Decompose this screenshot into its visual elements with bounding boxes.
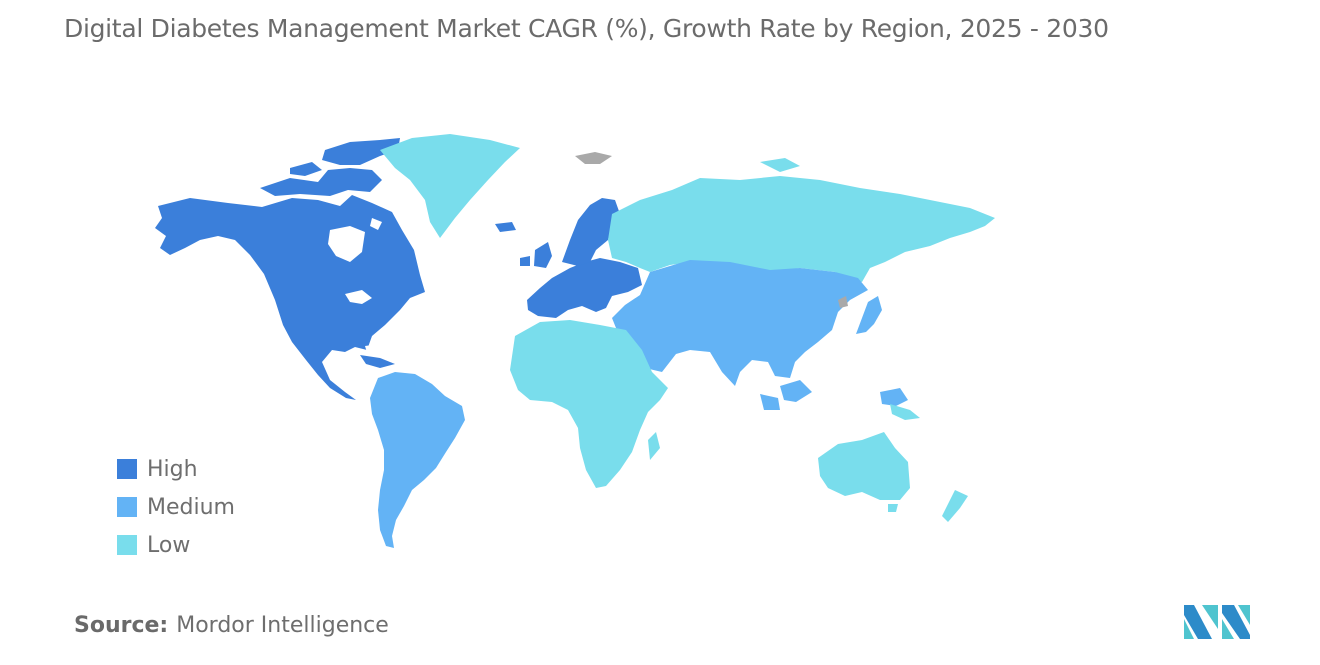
legend-label-high: High: [147, 456, 198, 482]
legend: High Medium Low: [117, 450, 235, 564]
region-africa: [510, 320, 668, 488]
mordor-intelligence-logo-icon: [1184, 605, 1250, 639]
region-greenland: [380, 134, 520, 238]
region-asia-pacific: [612, 260, 908, 410]
legend-label-low: Low: [147, 532, 191, 558]
legend-item-low: Low: [117, 526, 235, 564]
source-value: Mordor Intelligence: [176, 613, 389, 638]
legend-swatch-medium: [117, 497, 137, 517]
source-label: Source:: [74, 613, 169, 638]
region-north-america: [155, 138, 425, 400]
chart-title: Digital Diabetes Management Market CAGR …: [64, 14, 1109, 43]
region-no-data: [575, 152, 848, 308]
region-south-america: [370, 372, 465, 548]
legend-item-medium: Medium: [117, 488, 235, 526]
source-line: Source: Mordor Intelligence: [74, 613, 389, 638]
region-russia: [608, 158, 995, 282]
legend-swatch-low: [117, 535, 137, 555]
legend-label-medium: Medium: [147, 494, 235, 520]
legend-swatch-high: [117, 459, 137, 479]
region-oceania: [818, 404, 968, 522]
region-europe: [495, 198, 642, 318]
legend-item-high: High: [117, 450, 235, 488]
